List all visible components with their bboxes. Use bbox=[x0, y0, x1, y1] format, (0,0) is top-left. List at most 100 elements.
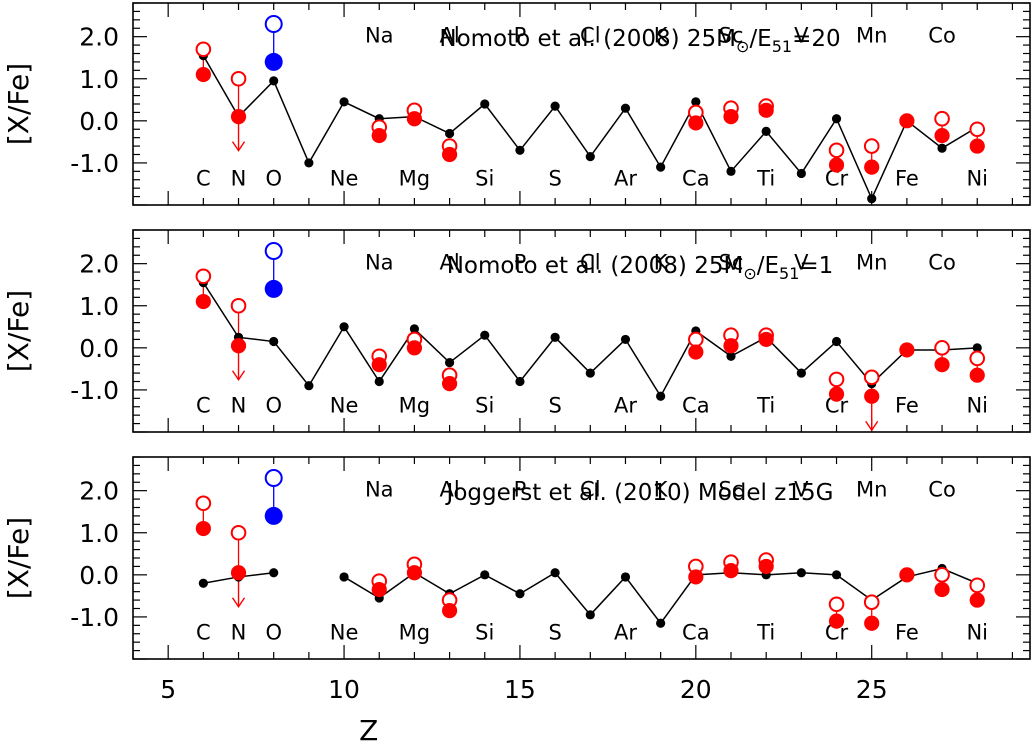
model-line bbox=[202, 282, 978, 398]
y-tick-label: 2.0 bbox=[79, 23, 119, 52]
element-label-ti: Ti bbox=[756, 621, 775, 645]
obs-filled-point bbox=[195, 520, 211, 537]
element-label-o: O bbox=[265, 621, 282, 645]
obs-filled-point bbox=[723, 109, 739, 125]
title-part: 51 bbox=[772, 37, 792, 56]
obs-filled-point bbox=[230, 109, 247, 125]
element-label-sc: Sc bbox=[719, 24, 744, 48]
obs-filled-point bbox=[371, 581, 387, 598]
obs-open-point bbox=[863, 369, 880, 386]
element-label-cr: Cr bbox=[825, 167, 849, 191]
element-label-co: Co bbox=[928, 251, 956, 275]
model-point bbox=[550, 332, 560, 342]
element-label-o: O bbox=[265, 167, 282, 191]
obs-filled-point bbox=[688, 115, 704, 131]
element-label-al: Al bbox=[439, 251, 459, 275]
model-point bbox=[444, 128, 455, 139]
obs-filled-point bbox=[899, 113, 915, 129]
obs-filled-point bbox=[864, 159, 880, 175]
panel-title: Nomoto et al. (2008) 25M⊙/E51=20 bbox=[439, 26, 840, 56]
element-label-n: N bbox=[231, 621, 247, 645]
y-tick-label: -1.0 bbox=[70, 603, 119, 632]
y-tick-label: 0.0 bbox=[79, 107, 119, 136]
element-label-k: K bbox=[654, 24, 669, 48]
element-label-al: Al bbox=[439, 478, 459, 502]
element-label-ni: Ni bbox=[966, 394, 988, 418]
model-point bbox=[656, 162, 666, 172]
model-point bbox=[937, 143, 947, 153]
model-point bbox=[656, 391, 666, 401]
obs-filled-point bbox=[441, 376, 458, 392]
model-line bbox=[202, 55, 978, 201]
element-label-mn: Mn bbox=[856, 24, 887, 48]
obs-open-point bbox=[969, 350, 986, 367]
element-label-mg: Mg bbox=[399, 167, 430, 191]
element-label-k: K bbox=[654, 478, 669, 502]
element-label-al: Al bbox=[439, 24, 459, 48]
x-tick-label: 10 bbox=[328, 675, 360, 704]
upper-limit-arrowhead bbox=[231, 370, 246, 381]
obs-o-open-point bbox=[264, 242, 283, 261]
element-label-ca: Ca bbox=[682, 621, 710, 645]
obs-filled-point bbox=[688, 344, 704, 360]
x-tick-label: 20 bbox=[680, 675, 712, 704]
title-part: Joggerst et al. (2010) Model z15G bbox=[445, 480, 834, 506]
panel-title: Nomoto et al. (2008) 25M⊙/E51=1 bbox=[447, 253, 834, 283]
obs-o-filled-point bbox=[264, 52, 283, 71]
model-point bbox=[480, 570, 490, 580]
element-label-na: Na bbox=[365, 251, 394, 275]
model-point bbox=[585, 368, 595, 378]
element-label-ar: Ar bbox=[614, 167, 637, 191]
model-point bbox=[480, 99, 490, 109]
model-point bbox=[867, 194, 877, 204]
element-label-ti: Ti bbox=[756, 394, 775, 418]
obs-open-point bbox=[828, 142, 845, 159]
y-axis-label: [X/Fe] bbox=[2, 63, 35, 145]
obs-o-open-point bbox=[264, 469, 283, 488]
element-label-mn: Mn bbox=[856, 251, 887, 275]
element-label-ni: Ni bbox=[966, 621, 988, 645]
model-point bbox=[304, 381, 314, 391]
obs-filled-point bbox=[406, 340, 423, 356]
obs-filled-point bbox=[934, 357, 950, 373]
element-label-ca: Ca bbox=[682, 167, 710, 191]
model-point bbox=[444, 357, 455, 368]
obs-filled-point bbox=[758, 558, 774, 575]
y-tick-label: 1.0 bbox=[79, 292, 119, 321]
model-point bbox=[796, 368, 806, 378]
obs-filled-point bbox=[899, 342, 915, 358]
element-label-s: S bbox=[548, 394, 561, 418]
model-point bbox=[656, 618, 666, 628]
element-label-s: S bbox=[548, 167, 561, 191]
obs-open-point bbox=[195, 268, 212, 285]
model-point bbox=[339, 97, 349, 107]
obs-filled-point bbox=[864, 615, 880, 631]
model-point bbox=[831, 114, 842, 124]
obs-open-point bbox=[863, 138, 880, 154]
model-line bbox=[343, 567, 978, 625]
model-point bbox=[620, 103, 631, 113]
title-part: 51 bbox=[779, 264, 799, 283]
obs-filled-point bbox=[969, 367, 985, 383]
element-label-ni: Ni bbox=[966, 167, 988, 191]
element-label-c: C bbox=[196, 621, 211, 645]
element-label-n: N bbox=[231, 394, 247, 418]
element-label-cl: Cl bbox=[580, 251, 601, 275]
obs-filled-point bbox=[758, 102, 774, 118]
y-tick-label: -1.0 bbox=[70, 149, 119, 178]
element-label-cl: Cl bbox=[580, 478, 601, 502]
model-point bbox=[831, 570, 842, 580]
element-label-si: Si bbox=[475, 394, 494, 418]
x-tick-label: 25 bbox=[856, 675, 888, 704]
element-label-ca: Ca bbox=[682, 394, 710, 418]
obs-filled-point bbox=[441, 146, 458, 163]
obs-filled-point bbox=[934, 581, 950, 598]
obs-filled-point bbox=[934, 127, 950, 144]
y-tick-label: 2.0 bbox=[79, 250, 119, 279]
element-label-sc: Sc bbox=[719, 251, 744, 275]
model-point bbox=[339, 322, 349, 332]
title-part: ⊙ bbox=[743, 264, 756, 283]
model-point bbox=[585, 610, 595, 620]
obs-open-point bbox=[934, 567, 950, 583]
model-point bbox=[550, 101, 560, 111]
